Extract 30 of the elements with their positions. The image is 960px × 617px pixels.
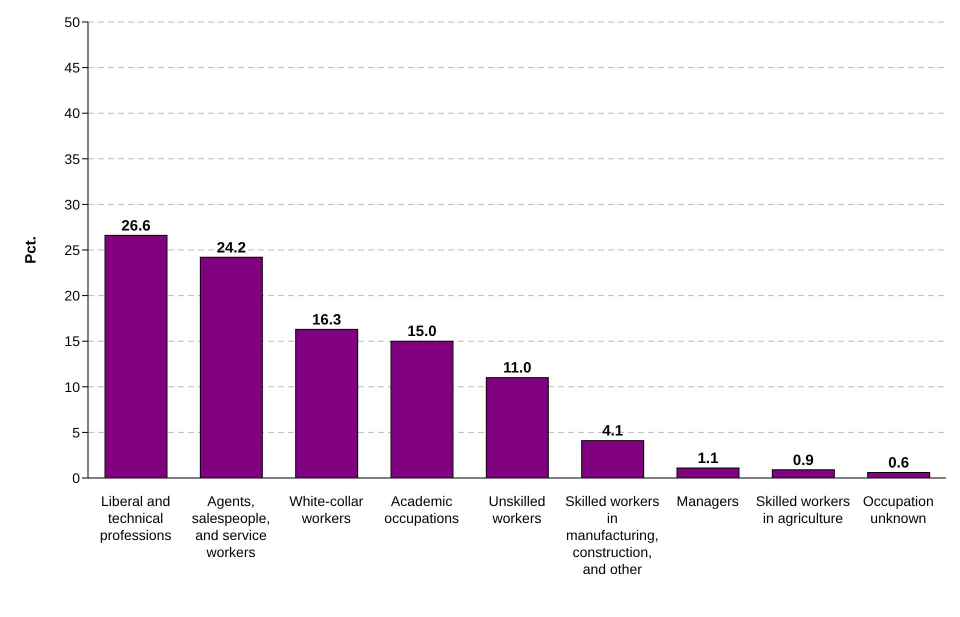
y-tick-label: 20	[64, 288, 80, 304]
y-tick-label: 10	[64, 378, 80, 395]
data-label: 1.1	[698, 450, 718, 467]
y-tick-label: 30	[64, 196, 80, 212]
y-tick-label: 50	[64, 14, 80, 30]
data-label: 4.1	[602, 422, 624, 440]
y-tick-label: 5	[72, 424, 80, 440]
x-tick-label: Managers	[676, 493, 739, 509]
data-label: 26.6	[121, 217, 151, 234]
y-tick-label: 35	[64, 150, 80, 167]
data-label: 0.6	[888, 454, 910, 472]
data-label: 0.9	[792, 452, 814, 469]
x-tick-label: Academic occupations	[384, 493, 460, 526]
x-tick-label: Occupation unknown	[862, 493, 934, 526]
data-label: 15.0	[407, 323, 437, 340]
x-tick-label: Agents, salespeople, and service workers	[192, 493, 270, 560]
x-tick-label: Unskilled workers	[488, 493, 546, 526]
data-label: 24.2	[216, 239, 246, 256]
y-tick-label: 25	[64, 242, 80, 258]
data-label: 16.3	[312, 311, 342, 328]
y-tick-label: 15	[64, 333, 80, 350]
x-tick-label: White-collar workers	[289, 493, 364, 526]
y-tick-label: 40	[64, 105, 80, 122]
x-tick-label: Skilled workers in manufacturing, construction, and other	[565, 493, 660, 577]
x-tick-label: Liberal and technical professions	[100, 493, 172, 543]
y-tick-label: 45	[64, 60, 80, 76]
y-tick-label: 0	[72, 470, 80, 486]
data-label: 11.0	[503, 360, 532, 377]
x-tick-label: Skilled workers in agriculture	[756, 493, 850, 526]
y-axis-title: Pct.	[22, 236, 40, 264]
